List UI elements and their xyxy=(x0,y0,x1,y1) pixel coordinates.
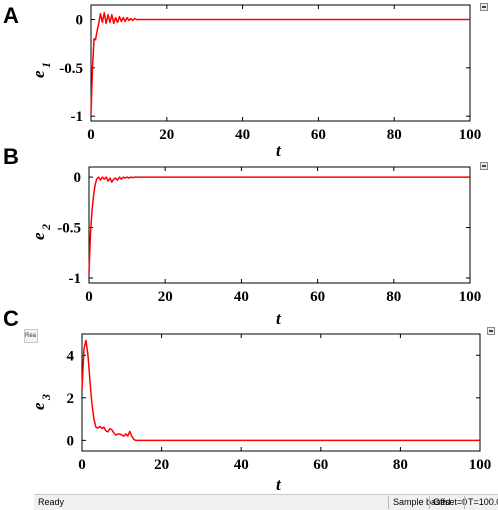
status-separator xyxy=(464,496,465,509)
y-tick-label-b: -0.5 xyxy=(57,221,81,237)
status-time: T=100.000 xyxy=(468,497,498,507)
y-tick-label-a: 0 xyxy=(76,13,84,29)
x-tick-label-a: 0 xyxy=(87,127,95,143)
series-line-c xyxy=(81,339,480,442)
y-axis-sub-c: 3 xyxy=(39,394,53,401)
series-line-b xyxy=(88,176,470,273)
x-tick-label-c: 80 xyxy=(393,457,408,473)
y-axis-sub-a: 1 xyxy=(39,62,53,68)
plot-b-marks: 0 20 40 60 80 100 0 -0.5 -1 xyxy=(57,167,481,305)
x-tick-label-c: 20 xyxy=(154,457,169,473)
x-axis-label-a: t xyxy=(276,141,282,160)
y-axis-label-c: e xyxy=(29,402,48,410)
x-tick-label-a: 100 xyxy=(459,127,482,143)
y-tick-label-c: 4 xyxy=(67,348,75,364)
x-tick-label-b: 100 xyxy=(459,289,482,305)
y-tick-label-b: 0 xyxy=(74,170,82,186)
panel-letter-b: B xyxy=(3,144,19,169)
panel-letter-c: C xyxy=(3,306,19,331)
plot-a-marks: 0 20 40 60 80 100 0 -0.5 -1 xyxy=(59,5,481,143)
panel-letter-a: A xyxy=(3,3,19,28)
y-tick-label-a: -0.5 xyxy=(59,61,83,77)
y-tick-label-c: 2 xyxy=(67,391,75,407)
dock-button-c[interactable] xyxy=(487,327,495,335)
y-axis-sub-b: 2 xyxy=(39,224,53,231)
truncated-status-label: Rea xyxy=(24,329,38,343)
y-tick-label-b: -1 xyxy=(69,271,82,287)
x-tick-label-b: 80 xyxy=(386,289,401,305)
x-tick-label-a: 80 xyxy=(387,127,402,143)
x-tick-label-c: 40 xyxy=(234,457,249,473)
dock-button-b[interactable] xyxy=(480,162,488,170)
status-separator xyxy=(388,496,389,509)
x-axis-label-c: t xyxy=(276,475,282,494)
plot-area-c xyxy=(81,333,481,452)
status-bar: Ready Sample based Offset=0 T=100.000 xyxy=(34,494,498,510)
x-tick-label-c: 100 xyxy=(469,457,492,473)
x-tick-label-b: 60 xyxy=(310,289,325,305)
y-tick-label-c: 0 xyxy=(67,433,75,449)
plot-area-a xyxy=(90,4,471,122)
y-axis-label-b: e xyxy=(29,232,48,240)
y-tick-label-a: -1 xyxy=(71,109,84,125)
x-tick-label-c: 60 xyxy=(313,457,328,473)
series-line-a xyxy=(90,11,470,114)
status-offset: Offset=0 xyxy=(433,497,468,507)
dock-button-a[interactable] xyxy=(480,3,488,11)
x-tick-label-b: 20 xyxy=(158,289,173,305)
status-ready: Ready xyxy=(38,497,65,507)
x-axis-label-b: t xyxy=(276,309,282,328)
status-separator xyxy=(429,496,430,509)
x-tick-label-b: 0 xyxy=(85,289,93,305)
plot-c-marks: 0 20 40 60 80 100 0 2 4 xyxy=(67,334,492,473)
x-tick-label-b: 40 xyxy=(234,289,249,305)
status-mode: Sample based xyxy=(393,497,451,507)
x-tick-label-a: 20 xyxy=(159,127,174,143)
x-tick-label-a: 60 xyxy=(311,127,326,143)
plot-area-b xyxy=(88,166,471,284)
x-tick-label-c: 0 xyxy=(78,457,86,473)
y-axis-label-a: e xyxy=(29,70,48,78)
x-tick-label-a: 40 xyxy=(235,127,250,143)
